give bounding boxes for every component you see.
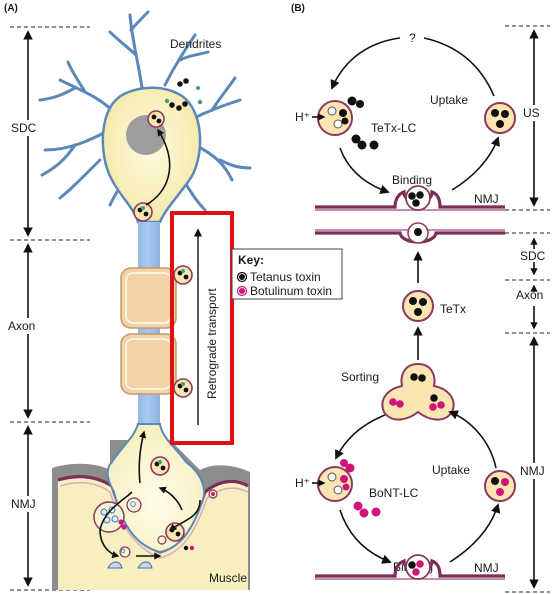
proton-label-top: H⁺ (295, 110, 310, 124)
endosome-proton-top: H⁺ (295, 100, 353, 136)
uptake-label-bottom: Uptake (432, 463, 470, 477)
nmj-label-bottom: NMJ (474, 561, 499, 575)
panel-label-a: (A) (4, 3, 18, 14)
key-botulinum-swatch (239, 288, 245, 294)
left-label-nmj: NMJ (11, 497, 36, 511)
left-label-axon: Axon (8, 319, 35, 333)
panel-label-b: (B) (291, 3, 305, 14)
binding-label-top: Binding (392, 173, 432, 187)
left-label-sdc: SDC (11, 121, 37, 135)
bont-lc-label: BoNT-LC (369, 486, 419, 500)
key-tetanus-swatch (239, 274, 245, 280)
key-botulinum-label: Botulinum toxin (250, 284, 332, 298)
unknown-step-label: ? (409, 31, 416, 45)
neuron-trafficking-arrows (99, 128, 201, 560)
tetx-label: TeTx (440, 302, 466, 316)
retrograde-transport-label: Retrograde transport (205, 288, 219, 399)
right-label-us: US (523, 106, 540, 120)
tetx-transport: TeTx (315, 222, 505, 360)
endosome-proton-bottom: H⁺ (295, 466, 353, 502)
right-label-sdc: SDC (520, 249, 546, 263)
sorting-label: Sorting (341, 370, 379, 384)
nmj-label-top: NMJ (474, 192, 499, 206)
muscle-label: Muscle (209, 571, 247, 585)
panel-b-scale: US SDC Axon NMJ (505, 25, 551, 593)
key-title: Key: (238, 253, 264, 267)
left-region-scale: SDC Axon NMJ (8, 26, 90, 591)
uptake-label-top: Uptake (430, 93, 468, 107)
uptake-vesicle-top (484, 102, 516, 134)
key-tetanus-label: Tetanus toxin (250, 270, 321, 284)
tetx-lc-label: TeTx-LC (371, 121, 417, 135)
uptake-vesicle-bottom (484, 470, 516, 502)
tetanus-cycle: ? Uptake Binding H⁺ TeTx-LC NMJ (295, 31, 516, 211)
retrograde-transport-box: Retrograde transport (170, 211, 234, 445)
proton-label-bottom: H⁺ (295, 476, 310, 490)
neuron-body (101, 86, 206, 554)
right-label-axon: Axon (516, 288, 543, 302)
myelin-sheaths (120, 267, 177, 395)
botulinum-cycle: Uptake Binding H⁺ BoNT-LC NMJ (295, 410, 516, 580)
key-legend: Key: Tetanus toxin Botulinum toxin (231, 248, 343, 300)
right-label-nmj: NMJ (520, 464, 545, 478)
sorting-endosome: Sorting (341, 362, 455, 421)
dendrites-label: Dendrites (170, 37, 221, 51)
